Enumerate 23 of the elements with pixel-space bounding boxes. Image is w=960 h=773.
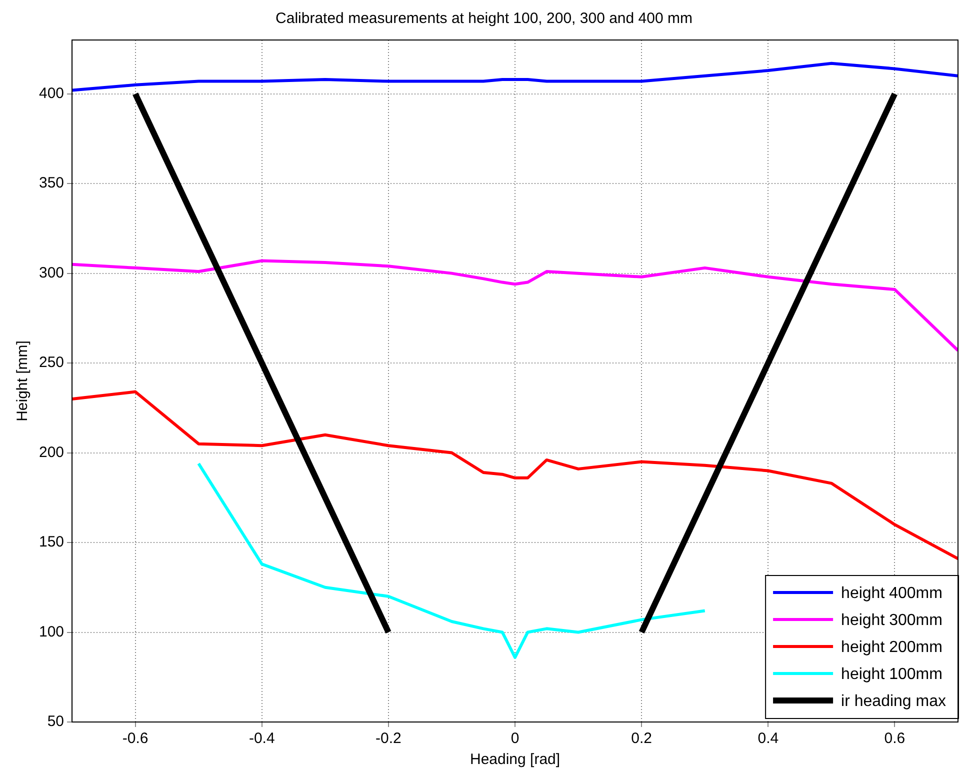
x-tick-label: 0 bbox=[510, 730, 520, 748]
x-tick-label: -0.6 bbox=[122, 730, 148, 748]
y-tick-label: 400 bbox=[38, 84, 64, 102]
y-tick-label: 250 bbox=[38, 354, 64, 372]
y-tick-label: 200 bbox=[38, 444, 64, 461]
chart-title: Calibrated measurements at height 100, 200, 300 and 400 mm bbox=[276, 10, 692, 28]
y-tick-label: 150 bbox=[38, 534, 64, 551]
legend-label: height 400mm bbox=[841, 584, 942, 602]
x-tick-label: -0.2 bbox=[376, 730, 402, 748]
legend-label: ir heading max bbox=[841, 692, 946, 710]
y-tick-label: 50 bbox=[47, 713, 64, 730]
legend-label: height 100mm bbox=[841, 666, 942, 683]
y-axis-title: Height [mm] bbox=[14, 340, 32, 422]
legend-label: height 300mm bbox=[841, 612, 942, 629]
y-tick-label: 100 bbox=[38, 623, 64, 640]
x-tick-label: 0.6 bbox=[884, 730, 906, 748]
legend-label: height 200mm bbox=[841, 638, 942, 656]
x-tick-label: 0.4 bbox=[758, 730, 779, 748]
y-tick-label: 350 bbox=[38, 174, 64, 192]
x-tick-label: -0.4 bbox=[248, 730, 275, 748]
x-tick-label: 0.2 bbox=[631, 730, 652, 748]
y-tick-label: 300 bbox=[38, 264, 64, 282]
x-axis-title: Heading [rad] bbox=[470, 751, 560, 768]
